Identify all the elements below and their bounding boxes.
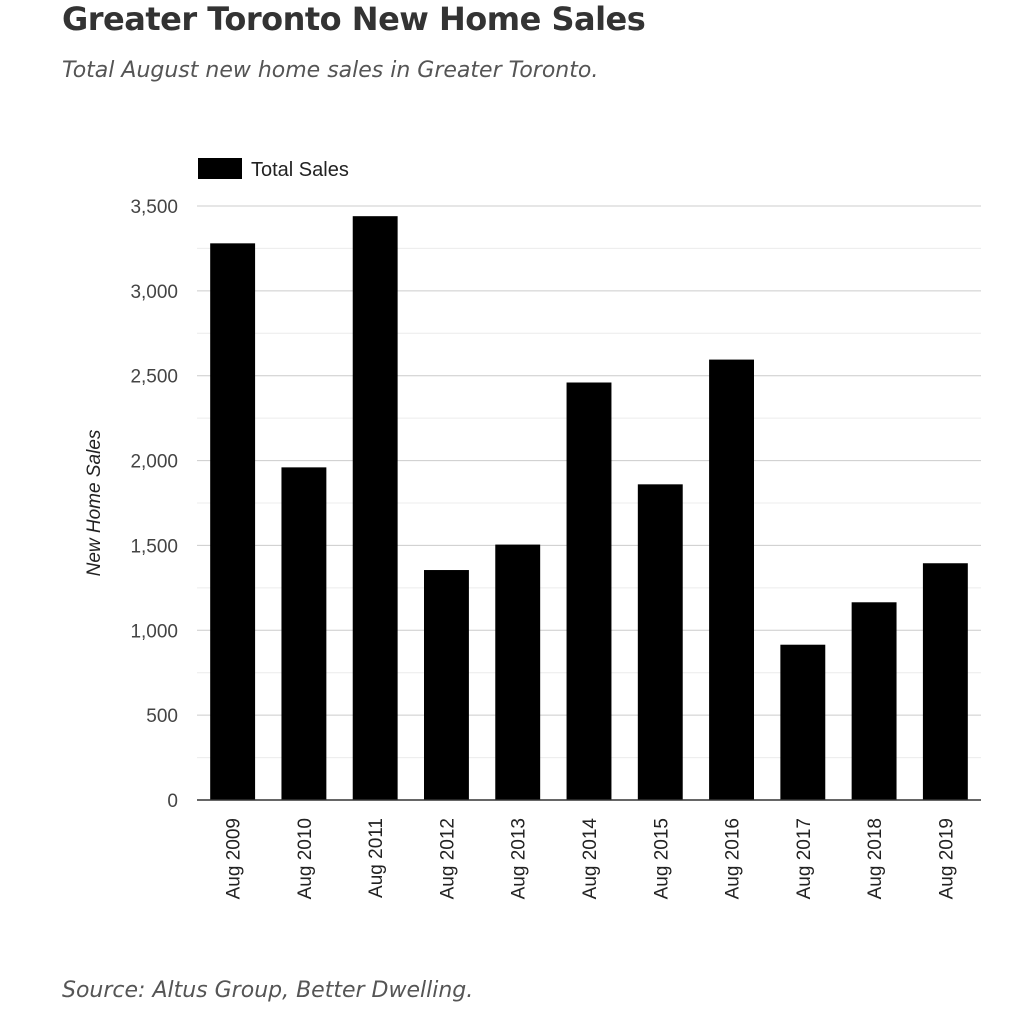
bar — [709, 359, 754, 800]
x-tick-label: Aug 2010 — [295, 818, 316, 899]
x-tick-label: Aug 2016 — [723, 818, 744, 899]
y-tick-label: 1,000 — [130, 621, 178, 642]
x-tick-label: Aug 2014 — [580, 818, 601, 900]
bar — [566, 382, 612, 800]
bar — [780, 644, 826, 800]
y-tick-label: 0 — [167, 791, 178, 812]
bar — [637, 484, 683, 800]
x-tick-label: Aug 2019 — [936, 818, 957, 899]
x-tick-label: Aug 2017 — [794, 818, 815, 899]
y-tick-label: 3,500 — [130, 197, 178, 218]
bar — [495, 544, 541, 800]
legend: Total Sales — [198, 158, 349, 181]
bar — [851, 602, 897, 800]
x-tick-label: Aug 2012 — [437, 818, 458, 899]
bar — [424, 570, 469, 800]
x-tick-label: Aug 2013 — [509, 818, 530, 899]
chart-subtitle: Total August new home sales in Greater T… — [62, 58, 599, 83]
y-tick-label: 2,000 — [130, 452, 178, 473]
chart-title: Greater Toronto New Home Sales — [62, 0, 646, 38]
y-tick-label: 500 — [146, 706, 178, 727]
legend-label: Total Sales — [251, 159, 349, 181]
x-tick-label: Aug 2009 — [224, 818, 245, 899]
axes: 0 500 1,000 1,500 2,000 2,500 3,000 3,500 Aug 20… — [84, 197, 981, 899]
y-tick-label: 1,500 — [130, 536, 178, 557]
y-tick-label: 3,000 — [130, 282, 178, 303]
legend-swatch — [198, 158, 242, 179]
bar — [281, 467, 327, 800]
source-note: Source: Altus Group, Better Dwelling. — [62, 978, 474, 1003]
bar — [210, 243, 256, 800]
y-axis-title: New Home Sales — [84, 429, 105, 576]
bar — [922, 563, 968, 800]
bar — [352, 216, 398, 800]
x-tick-label: Aug 2018 — [865, 818, 886, 899]
y-tick-label: 2,500 — [130, 367, 178, 388]
bars — [210, 216, 968, 800]
x-tick-label: Aug 2011 — [366, 818, 387, 898]
x-tick-label: Aug 2015 — [651, 818, 672, 899]
